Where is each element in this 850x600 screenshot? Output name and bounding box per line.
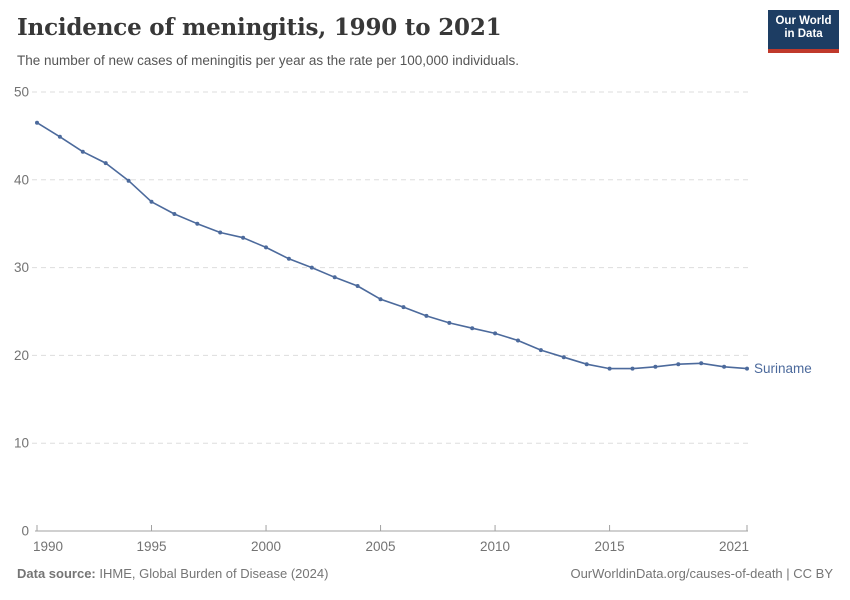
data-point bbox=[149, 199, 154, 204]
footer-credit-link[interactable]: OurWorldinData.org/causes-of-death | CC … bbox=[570, 566, 833, 581]
data-point bbox=[57, 134, 62, 139]
data-source-value: IHME, Global Burden of Disease (2024) bbox=[95, 566, 329, 581]
data-point bbox=[447, 320, 452, 325]
x-tick-label: 2015 bbox=[595, 539, 625, 554]
y-tick-label: 20 bbox=[14, 348, 29, 363]
data-point bbox=[195, 221, 200, 226]
data-point bbox=[103, 161, 108, 166]
data-point bbox=[218, 230, 223, 235]
y-tick-label: 40 bbox=[14, 172, 29, 187]
data-point bbox=[470, 326, 475, 331]
x-tick-label: 2021 bbox=[719, 539, 749, 554]
x-tick-label: 1995 bbox=[136, 539, 166, 554]
data-point bbox=[630, 366, 635, 371]
owid-logo[interactable]: Our World in Data bbox=[768, 10, 839, 53]
data-point bbox=[378, 297, 383, 302]
x-tick-label: 2000 bbox=[251, 539, 281, 554]
x-tick-label: 1990 bbox=[33, 539, 63, 554]
data-point bbox=[607, 366, 612, 371]
x-tick-label: 2005 bbox=[366, 539, 396, 554]
data-point bbox=[424, 313, 429, 318]
chart-subtitle: The number of new cases of meningitis pe… bbox=[17, 53, 520, 68]
y-tick-label: 50 bbox=[14, 85, 29, 100]
y-tick-label: 30 bbox=[14, 260, 29, 275]
data-point bbox=[676, 362, 681, 367]
data-point bbox=[699, 361, 704, 366]
data-point bbox=[332, 275, 337, 280]
data-source-label: Data source: bbox=[17, 566, 96, 581]
data-point bbox=[745, 366, 749, 371]
series-line bbox=[36, 121, 748, 370]
x-tick-label: 2010 bbox=[480, 539, 510, 554]
data-point bbox=[35, 120, 39, 125]
data-point bbox=[264, 245, 268, 250]
owid-logo-line2: in Data bbox=[784, 28, 823, 40]
owid-logo-line1: Our World bbox=[775, 15, 832, 27]
data-point bbox=[561, 355, 566, 360]
data-point bbox=[172, 212, 177, 216]
data-point bbox=[126, 178, 131, 183]
data-point bbox=[401, 305, 406, 310]
data-point bbox=[722, 364, 727, 369]
data-point bbox=[80, 149, 85, 154]
data-point bbox=[286, 256, 291, 261]
data-point bbox=[241, 235, 246, 240]
chart-title: Incidence of meningitis, 1990 to 2021 bbox=[17, 14, 502, 41]
data-point bbox=[309, 265, 314, 270]
data-point bbox=[493, 331, 498, 336]
y-tick-label: 10 bbox=[14, 436, 29, 451]
data-point bbox=[538, 348, 543, 353]
data-point bbox=[516, 338, 520, 343]
data-source: Data source: IHME, Global Burden of Dise… bbox=[17, 566, 328, 581]
data-point bbox=[653, 364, 658, 369]
series-end-label: Suriname bbox=[754, 361, 812, 376]
y-tick-label: 0 bbox=[21, 524, 29, 539]
data-point bbox=[355, 284, 360, 288]
data-point bbox=[584, 362, 589, 367]
